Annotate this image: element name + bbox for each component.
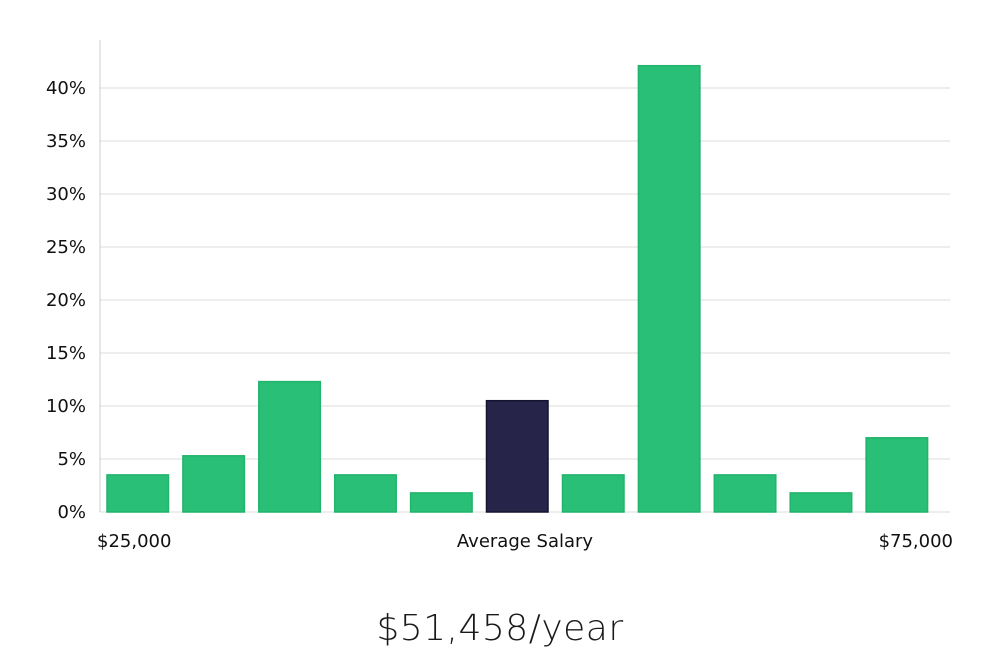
x-max-label: $75,000 xyxy=(879,531,953,552)
bar xyxy=(409,492,473,513)
y-tick-label: 20% xyxy=(46,290,86,311)
bar xyxy=(561,474,625,513)
bar xyxy=(182,455,246,513)
y-tick-label: 25% xyxy=(46,237,86,258)
x-min-label: $25,000 xyxy=(97,531,171,552)
y-tick-label: 15% xyxy=(46,343,86,364)
bar xyxy=(106,474,170,513)
bar-average-highlight xyxy=(485,399,549,513)
bar xyxy=(637,64,701,513)
average-salary: $51,458/year xyxy=(376,608,624,649)
y-tick-label: 35% xyxy=(46,131,86,152)
y-tick-label: 30% xyxy=(46,184,86,205)
salary-histogram: 0% 5% 10% 15% 20% 25% 30% 35% 40% $25,000 Averag… xyxy=(46,40,953,552)
y-tick-label: 5% xyxy=(57,449,86,470)
bar xyxy=(789,492,853,513)
y-tick-labels: 0% 5% 10% 15% 20% 25% 30% 35% 40% xyxy=(46,78,86,523)
x-axis-label: Average Salary xyxy=(457,531,594,552)
bar xyxy=(258,380,322,513)
bar xyxy=(865,437,929,513)
bar xyxy=(713,474,777,513)
bar xyxy=(333,474,397,513)
y-tick-label: 40% xyxy=(46,78,86,99)
bars xyxy=(106,64,929,513)
y-tick-label: 10% xyxy=(46,396,86,417)
y-tick-label: 0% xyxy=(57,502,86,523)
